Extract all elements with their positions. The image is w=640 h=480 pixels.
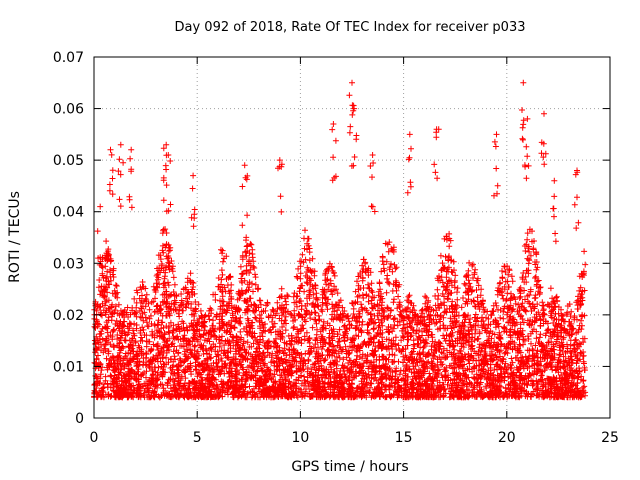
roti-points	[91, 79, 589, 401]
plot-frame	[93, 56, 611, 419]
x-tick-label: 15	[395, 430, 413, 446]
y-tick-label: 0.03	[53, 256, 84, 272]
x-tick-labels: 0 5 10 15 20 25	[90, 430, 619, 446]
data-points	[91, 79, 589, 401]
x-tick-label: 0	[90, 430, 99, 446]
y-tick-label: 0.01	[53, 359, 84, 375]
x-tick-label: 5	[193, 430, 202, 446]
axis-ticks	[93, 56, 611, 419]
y-tick-label: 0	[75, 411, 84, 427]
y-axis-label: ROTI / TECUs	[7, 191, 23, 283]
y-tick-label: 0.06	[53, 102, 84, 118]
x-tick-label: 25	[601, 430, 619, 446]
y-tick-label: 0.02	[53, 308, 84, 324]
x-tick-label: 10	[291, 430, 309, 446]
y-tick-label: 0.07	[53, 50, 84, 66]
y-tick-labels: 0 0.01 0.02 0.03 0.04 0.05 0.06 0.07	[53, 50, 84, 427]
chart-title: Day 092 of 2018, Rate Of TEC Index for r…	[175, 20, 526, 35]
y-tick-label: 0.04	[53, 205, 84, 221]
x-axis-label: GPS time / hours	[291, 459, 408, 475]
x-tick-label: 20	[498, 430, 516, 446]
y-tick-label: 0.05	[53, 153, 84, 169]
